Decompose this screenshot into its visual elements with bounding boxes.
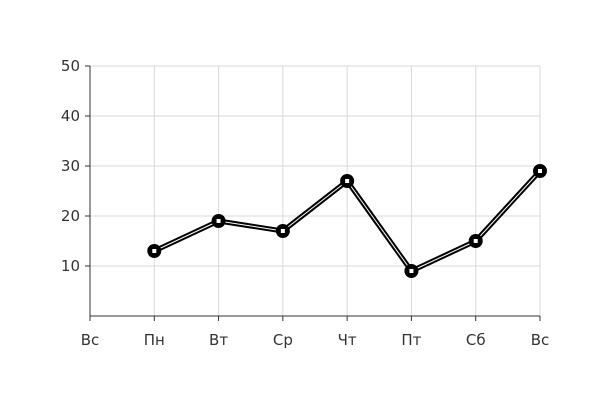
y-tick-label: 10 (61, 257, 80, 275)
data-point-center (408, 268, 415, 274)
data-point (468, 234, 483, 248)
tick-labels: 10 20 30 40 50 Вс Пн Вт Ср Чт Пт Сб Вс (61, 57, 549, 349)
y-tick-label: 30 (61, 157, 80, 175)
y-tick-label: 40 (61, 107, 80, 125)
x-tick-label: Чт (338, 331, 357, 349)
data-point-center (344, 178, 351, 184)
data-point (404, 264, 419, 278)
x-tick-label: Сб (466, 331, 486, 349)
data-point-center (472, 238, 479, 244)
data-point-center (151, 248, 158, 254)
x-tick-label: Ср (273, 331, 293, 349)
data-point (340, 174, 355, 188)
grid (90, 65, 541, 316)
x-tick-label: Вс (531, 331, 550, 349)
x-tick-label: Пн (144, 331, 165, 349)
data-point (211, 214, 226, 228)
y-tick-label: 20 (61, 207, 80, 225)
data-point-center (537, 168, 543, 174)
data-point (533, 164, 547, 178)
data-point-center (279, 228, 286, 234)
data-point-center (215, 218, 222, 224)
x-tick-label: Вс (81, 331, 100, 349)
data-point (147, 244, 162, 258)
markers (147, 164, 547, 278)
data-point (275, 224, 290, 238)
y-tick-label: 50 (61, 57, 80, 75)
x-tick-label: Пт (401, 331, 421, 349)
x-tick-label: Вт (209, 331, 228, 349)
axes (89, 66, 540, 317)
